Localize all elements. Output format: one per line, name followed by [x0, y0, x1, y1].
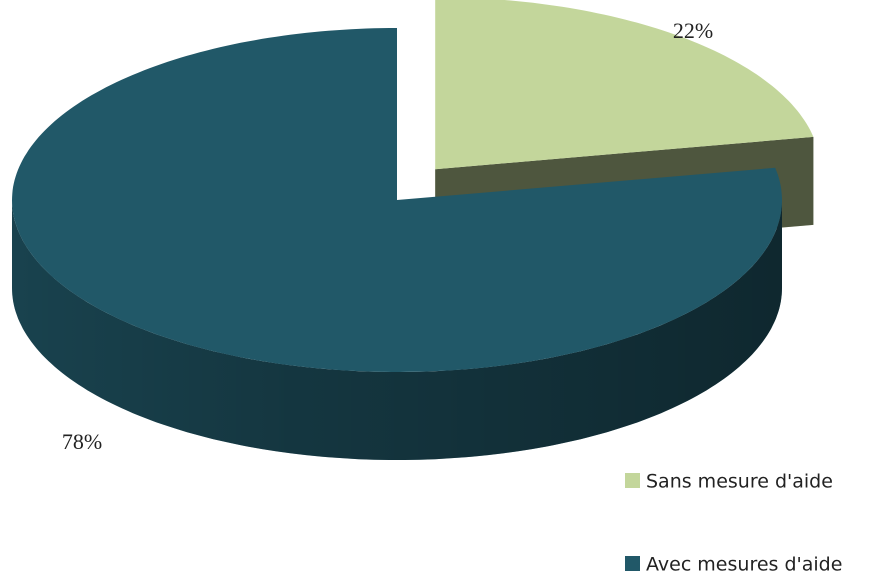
pie [12, 0, 814, 460]
value-label: 22% [673, 18, 713, 43]
legend-label: Sans mesure d'aide [646, 471, 833, 493]
value-label: 78% [62, 429, 102, 454]
legend-swatch [625, 556, 640, 571]
slice [435, 0, 814, 170]
slice [12, 28, 782, 372]
legend-label: Avec mesures d'aide [646, 554, 842, 573]
legend-swatch [625, 473, 640, 488]
slice-side-shade [12, 200, 782, 460]
